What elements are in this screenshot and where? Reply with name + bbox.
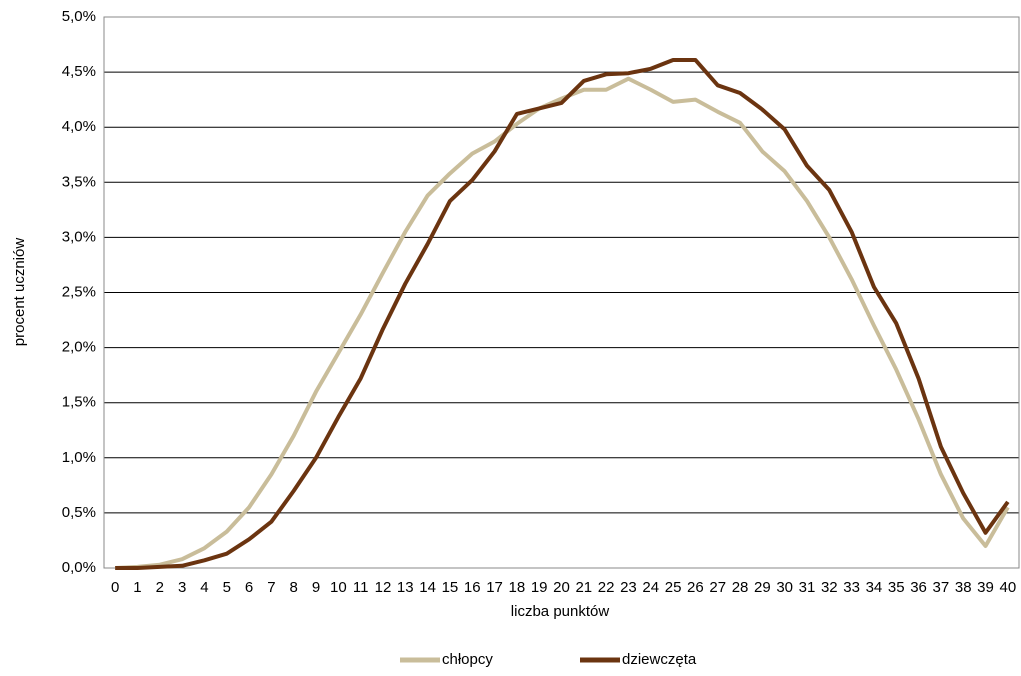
x-tick-label: 19 <box>531 579 548 596</box>
x-tick-label: 2 <box>156 579 164 596</box>
y-tick-label: 1,5% <box>62 394 96 411</box>
x-tick-label: 36 <box>910 579 927 596</box>
x-tick-label: 35 <box>888 579 905 596</box>
y-tick-label: 4,5% <box>62 63 96 80</box>
x-axis-label: liczba punktów <box>511 603 610 620</box>
x-tick-label: 33 <box>843 579 860 596</box>
x-tick-label: 21 <box>575 579 592 596</box>
x-tick-label: 28 <box>732 579 749 596</box>
y-tick-label: 2,5% <box>62 283 96 300</box>
x-tick-label: 38 <box>955 579 972 596</box>
x-tick-label: 22 <box>598 579 615 596</box>
x-tick-label: 34 <box>866 579 883 596</box>
x-tick-label: 18 <box>509 579 526 596</box>
x-tick-label: 23 <box>620 579 637 596</box>
x-tick-label: 15 <box>442 579 459 596</box>
x-tick-label: 39 <box>977 579 994 596</box>
x-tick-label: 31 <box>799 579 816 596</box>
x-tick-label: 32 <box>821 579 838 596</box>
x-tick-label: 20 <box>553 579 570 596</box>
x-tick-label: 17 <box>486 579 503 596</box>
x-tick-label: 10 <box>330 579 347 596</box>
x-tick-label: 37 <box>933 579 950 596</box>
plot-border <box>103 16 1020 569</box>
x-tick-label: 16 <box>464 579 481 596</box>
y-tick-label: 4,0% <box>62 118 96 135</box>
y-tick-label: 2,0% <box>62 339 96 356</box>
x-tick-label: 30 <box>776 579 793 596</box>
y-tick-label: 3,0% <box>62 228 96 245</box>
x-tick-label: 9 <box>312 579 320 596</box>
x-tick-label: 29 <box>754 579 771 596</box>
y-tick-label: 0,5% <box>62 504 96 521</box>
x-tick-label: 7 <box>267 579 275 596</box>
x-tick-label: 26 <box>687 579 704 596</box>
x-tick-label: 25 <box>665 579 682 596</box>
legend-label: chłopcy <box>442 651 493 668</box>
y-tick-label: 1,0% <box>62 449 96 466</box>
x-tick-label: 6 <box>245 579 253 596</box>
x-tick-label: 40 <box>999 579 1016 596</box>
x-tick-label: 14 <box>419 579 436 596</box>
x-tick-label: 12 <box>375 579 392 596</box>
x-tick-label: 24 <box>642 579 659 596</box>
series-line <box>115 76 1010 570</box>
x-tick-label: 27 <box>709 579 726 596</box>
x-tick-label: 5 <box>223 579 231 596</box>
y-axis-label: procent uczniów <box>11 238 28 347</box>
legend-label: dziewczęta <box>622 651 697 668</box>
x-tick-label: 3 <box>178 579 186 596</box>
series-line <box>115 57 1010 570</box>
y-tick-label: 3,5% <box>62 173 96 190</box>
y-tick-label: 5,0% <box>62 8 96 25</box>
x-tick-label: 0 <box>111 579 119 596</box>
x-tick-label: 4 <box>200 579 208 596</box>
x-tick-label: 11 <box>353 579 369 596</box>
y-tick-label: 0,0% <box>62 559 96 576</box>
x-tick-label: 13 <box>397 579 414 596</box>
x-tick-label: 8 <box>290 579 298 596</box>
x-tick-label: 1 <box>133 579 141 596</box>
